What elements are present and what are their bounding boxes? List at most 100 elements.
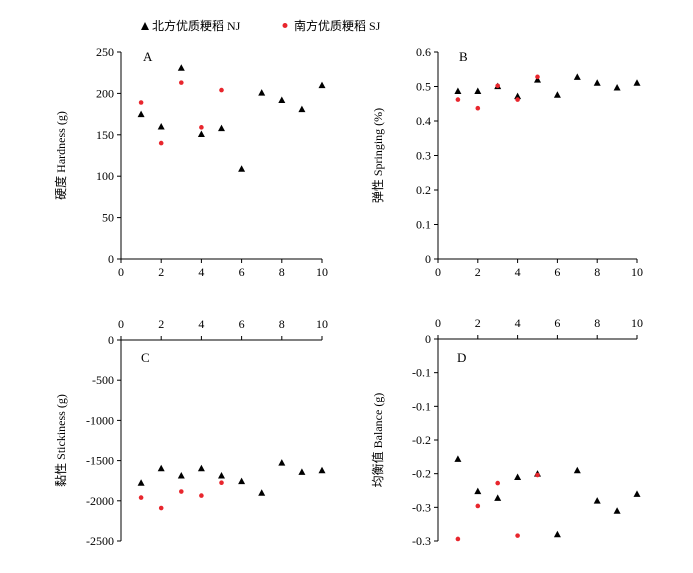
data-point-nj — [633, 490, 641, 497]
chart-panel-a: 0 50 100 150 200 250 0 2 4 6 8 10 A 硬度 Hardness (g) — [53, 45, 328, 279]
data-point-nj — [514, 92, 522, 100]
data-point-sj — [179, 80, 184, 85]
y-tick-label: 200 — [96, 86, 114, 100]
data-point-sj — [515, 533, 520, 538]
x-tick-label: 6 — [239, 317, 245, 331]
data-point-sj — [475, 503, 481, 509]
y-axis-label: 均衡值 Balance (g) — [370, 393, 385, 488]
data-point-sj — [455, 97, 461, 102]
y-tick-label: 150 — [96, 128, 114, 142]
data-point-nj — [157, 464, 165, 472]
y-tick-label: 0.4 — [416, 114, 431, 128]
data-point-nj — [514, 473, 522, 481]
data-point-nj — [318, 81, 326, 89]
y-tick-label: -0.1 — [412, 366, 431, 380]
data-point-nj — [298, 468, 306, 475]
data-point-nj — [258, 89, 266, 96]
data-point-sj — [138, 100, 144, 105]
chart-panel-c: 0 -500 -1000 -1500 -2000 -2500 0 2 4 6 8 10 C 黏性 Stic… — [54, 317, 328, 548]
y-tick-label: 0 — [108, 252, 114, 266]
data-point-nj — [238, 477, 246, 485]
x-tick-label: 0 — [118, 265, 124, 279]
data-point-sj — [199, 125, 204, 130]
y-tick-label: -0.1 — [412, 399, 431, 413]
y-tick-label: 0.6 — [416, 45, 431, 59]
data-point-nj — [177, 64, 185, 71]
data-point-nj — [218, 124, 225, 132]
y-axis-label: 弹性 Springing (%) — [371, 108, 385, 203]
panel-letter: B — [459, 49, 468, 64]
data-point-nj — [197, 130, 205, 137]
data-point-sj — [179, 489, 184, 494]
y-tick-label: -0.2 — [412, 433, 431, 447]
data-point-nj — [613, 84, 621, 91]
chart-panel-d: 0 -0.1 -0.1 -0.2 -0.2 -0.3 -0.3 0 2 4 6 8 10 D 均衡值 Bal… — [370, 316, 643, 548]
x-tick-label: 4 — [515, 316, 521, 330]
x-tick-label: 8 — [594, 316, 600, 330]
x-tick-label: 6 — [554, 316, 560, 330]
data-point-sj — [158, 505, 164, 511]
x-tick-label: 2 — [158, 317, 164, 331]
data-point-nj — [238, 165, 246, 172]
y-tick-label: 50 — [102, 211, 114, 225]
data-point-nj — [318, 466, 326, 474]
y-axis-label: 硬度 Hardness (g) — [53, 111, 68, 200]
data-point-nj — [474, 87, 482, 94]
panel-letter: C — [141, 350, 150, 365]
data-point-sj — [138, 495, 144, 500]
x-tick-label: 2 — [475, 265, 481, 279]
data-point-nj — [613, 507, 621, 514]
data-point-nj — [553, 91, 561, 98]
data-point-nj — [157, 123, 165, 130]
data-point-nj — [278, 96, 286, 104]
y-tick-label: 0.1 — [416, 218, 431, 232]
data-point-nj — [278, 459, 286, 466]
y-tick-label: 0.5 — [416, 80, 431, 94]
x-tick-label: 10 — [316, 265, 328, 279]
data-point-nj — [218, 471, 225, 479]
y-tick-label: -0.3 — [412, 534, 431, 548]
y-tick-label: 0.2 — [416, 183, 431, 197]
y-tick-label: -1000 — [86, 413, 114, 427]
y-tick-label: -1500 — [86, 454, 114, 468]
x-tick-label: 0 — [435, 316, 441, 330]
data-point-nj — [633, 79, 641, 86]
y-tick-label: 250 — [96, 45, 114, 59]
data-point-nj — [593, 79, 601, 86]
data-point-nj — [573, 466, 581, 474]
data-point-sj — [455, 536, 461, 542]
y-tick-label: 0.3 — [416, 149, 431, 163]
data-point-sj — [199, 493, 204, 498]
x-tick-label: 0 — [435, 265, 441, 279]
legend-sj-label: 南方优质粳稻 SJ — [294, 18, 381, 33]
y-axis-label: 黏性 Stickiness (g) — [54, 394, 68, 487]
y-tick-label: -0.3 — [412, 500, 431, 514]
data-point-nj — [197, 464, 205, 472]
data-point-nj — [298, 105, 306, 113]
data-point-sj — [158, 140, 164, 146]
data-point-sj — [535, 74, 540, 80]
data-point-nj — [534, 76, 541, 83]
data-point-nj — [258, 489, 266, 496]
legend-nj-marker — [141, 22, 149, 30]
x-tick-label: 8 — [594, 265, 600, 279]
data-point-nj — [454, 87, 462, 94]
x-tick-label: 4 — [198, 317, 204, 331]
y-tick-label: 0 — [108, 333, 114, 347]
y-tick-label: -0.2 — [412, 467, 431, 481]
y-tick-label: 100 — [96, 169, 114, 183]
chart-panel-b: 0 0.1 0.2 0.3 0.4 0.5 0.6 0 2 4 6 8 10 B 弹性 Springing … — [371, 45, 643, 279]
data-point-sj — [495, 480, 501, 486]
data-point-nj — [573, 73, 581, 80]
data-point-sj — [475, 105, 481, 111]
x-tick-label: 0 — [118, 317, 124, 331]
panel-letter: D — [457, 350, 466, 365]
data-point-nj — [553, 530, 561, 538]
y-tick-label: 0 — [425, 252, 431, 266]
legend-sj-marker — [282, 23, 288, 28]
y-tick-label: 0 — [425, 332, 431, 346]
x-tick-label: 10 — [631, 265, 643, 279]
data-point-nj — [454, 455, 462, 462]
